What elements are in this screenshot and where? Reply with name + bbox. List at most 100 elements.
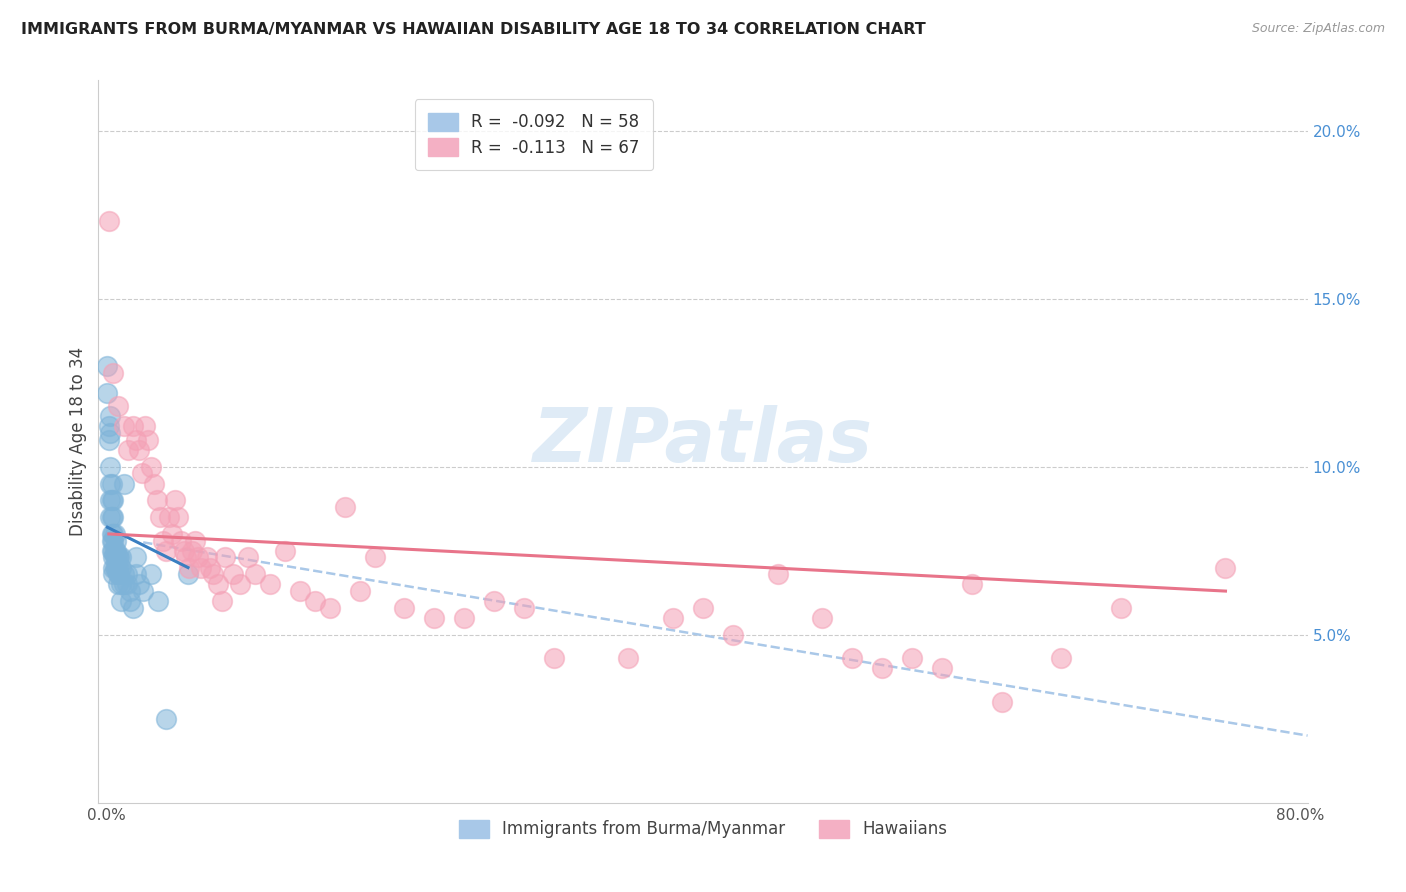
Point bbox=[211, 594, 233, 608]
Point bbox=[105, 543, 128, 558]
Point bbox=[97, 214, 120, 228]
Point bbox=[112, 577, 135, 591]
Point bbox=[98, 493, 121, 508]
Point bbox=[139, 567, 162, 582]
Point bbox=[513, 600, 536, 615]
Point bbox=[721, 628, 744, 642]
Point bbox=[110, 560, 132, 574]
Point bbox=[363, 550, 385, 565]
Point bbox=[107, 567, 129, 582]
Point bbox=[103, 567, 125, 582]
Point bbox=[107, 550, 129, 565]
Point bbox=[98, 409, 121, 424]
Point bbox=[766, 567, 789, 582]
Point bbox=[870, 661, 893, 675]
Point bbox=[112, 419, 135, 434]
Point bbox=[134, 419, 156, 434]
Point bbox=[214, 550, 236, 565]
Point bbox=[197, 550, 219, 565]
Point bbox=[236, 550, 259, 565]
Point bbox=[112, 567, 135, 582]
Point bbox=[187, 550, 209, 565]
Point bbox=[163, 493, 186, 508]
Point bbox=[103, 550, 125, 565]
Point bbox=[103, 543, 125, 558]
Point bbox=[136, 433, 159, 447]
Point bbox=[169, 533, 191, 548]
Point bbox=[177, 567, 200, 582]
Point bbox=[121, 600, 143, 615]
Text: IMMIGRANTS FROM BURMA/MYANMAR VS HAWAIIAN DISABILITY AGE 18 TO 34 CORRELATION CH: IMMIGRANTS FROM BURMA/MYANMAR VS HAWAIIA… bbox=[21, 22, 925, 37]
Point bbox=[222, 567, 245, 582]
Point bbox=[98, 459, 121, 474]
Point bbox=[662, 611, 685, 625]
Point bbox=[101, 510, 124, 524]
Point bbox=[101, 533, 124, 548]
Point bbox=[103, 533, 125, 548]
Point bbox=[121, 419, 143, 434]
Point bbox=[115, 577, 138, 591]
Point bbox=[243, 567, 266, 582]
Point bbox=[423, 611, 446, 625]
Point bbox=[155, 712, 177, 726]
Point bbox=[349, 584, 371, 599]
Point bbox=[990, 695, 1012, 709]
Point bbox=[131, 467, 153, 481]
Point bbox=[146, 594, 169, 608]
Legend: Immigrants from Burma/Myanmar, Hawaiians: Immigrants from Burma/Myanmar, Hawaiians bbox=[453, 813, 953, 845]
Point bbox=[108, 567, 131, 582]
Point bbox=[112, 476, 135, 491]
Point bbox=[841, 651, 863, 665]
Point bbox=[319, 600, 342, 615]
Point bbox=[101, 543, 124, 558]
Point bbox=[101, 476, 124, 491]
Point bbox=[104, 543, 127, 558]
Point bbox=[103, 366, 125, 380]
Point bbox=[617, 651, 640, 665]
Point bbox=[125, 550, 148, 565]
Point bbox=[103, 510, 125, 524]
Point bbox=[157, 510, 180, 524]
Point bbox=[304, 594, 326, 608]
Point bbox=[274, 543, 297, 558]
Point bbox=[160, 527, 183, 541]
Point bbox=[125, 433, 148, 447]
Point bbox=[142, 476, 165, 491]
Point bbox=[152, 533, 174, 548]
Y-axis label: Disability Age 18 to 34: Disability Age 18 to 34 bbox=[69, 347, 87, 536]
Point bbox=[97, 433, 120, 447]
Point bbox=[103, 493, 125, 508]
Point bbox=[394, 600, 416, 615]
Point bbox=[166, 510, 188, 524]
Point bbox=[1050, 651, 1073, 665]
Point bbox=[288, 584, 311, 599]
Point bbox=[482, 594, 505, 608]
Point bbox=[190, 560, 212, 574]
Point bbox=[98, 426, 121, 441]
Point bbox=[101, 527, 124, 541]
Point bbox=[543, 651, 565, 665]
Point bbox=[179, 560, 201, 574]
Point bbox=[118, 594, 141, 608]
Point bbox=[98, 510, 121, 524]
Point bbox=[107, 399, 129, 413]
Text: ZIPatlas: ZIPatlas bbox=[533, 405, 873, 478]
Point bbox=[107, 577, 129, 591]
Point bbox=[128, 442, 150, 457]
Point bbox=[453, 611, 475, 625]
Point bbox=[96, 359, 118, 373]
Point bbox=[1109, 600, 1132, 615]
Point bbox=[108, 550, 131, 565]
Point bbox=[202, 567, 225, 582]
Point bbox=[181, 543, 204, 558]
Point bbox=[229, 577, 252, 591]
Point bbox=[104, 560, 127, 574]
Point bbox=[931, 661, 953, 675]
Text: Source: ZipAtlas.com: Source: ZipAtlas.com bbox=[1251, 22, 1385, 36]
Point bbox=[103, 560, 125, 574]
Point bbox=[145, 493, 167, 508]
Point bbox=[110, 594, 132, 608]
Point bbox=[184, 533, 207, 548]
Point bbox=[103, 527, 125, 541]
Point bbox=[960, 577, 983, 591]
